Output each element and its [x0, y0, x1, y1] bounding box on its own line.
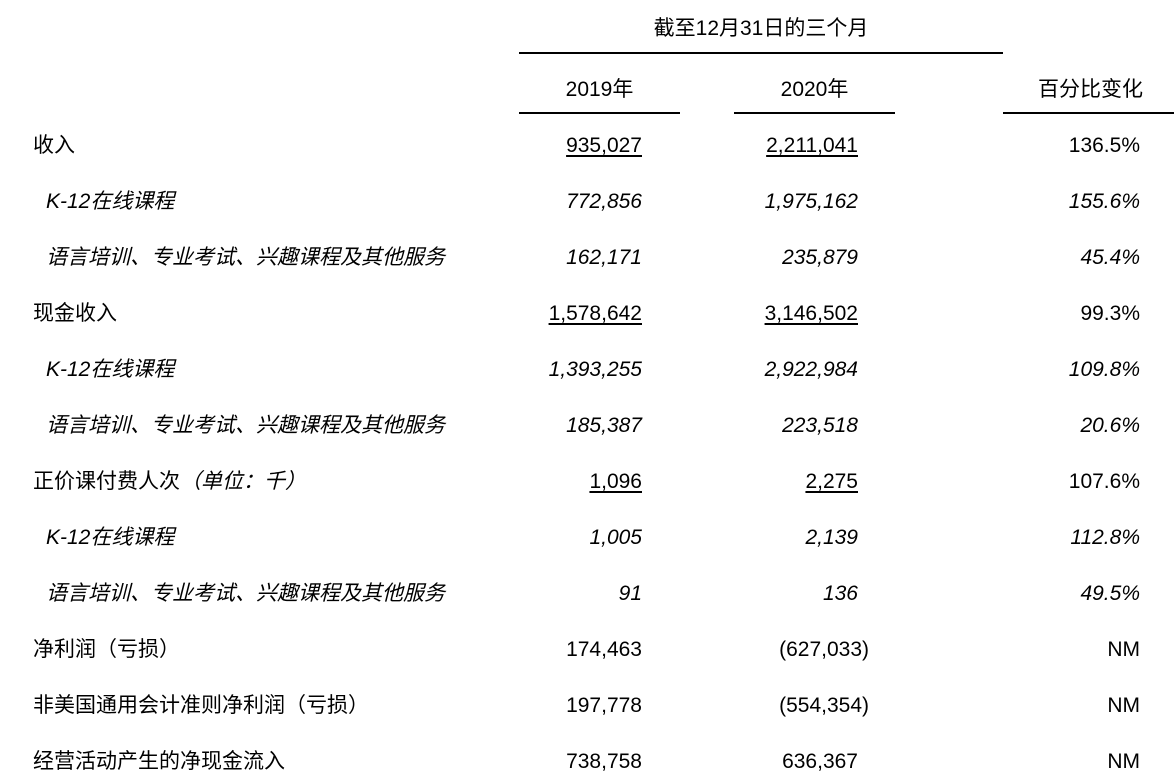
row-label: 现金收入: [33, 302, 117, 325]
value-change: 109.8%: [1068, 358, 1140, 381]
row-label: 语言培训、专业考试、兴趣课程及其他服务: [46, 582, 445, 605]
value-change: 112.8%: [1070, 526, 1140, 549]
column-header-2020: 2020年: [780, 78, 849, 101]
value-change: 136.5%: [1068, 134, 1140, 157]
row-label: K-12在线课程: [46, 190, 175, 213]
row-label: K-12在线课程: [46, 358, 175, 381]
value-2019: 197,778: [566, 694, 642, 717]
value-change: 45.4%: [1080, 246, 1140, 269]
value-2019: 91: [618, 582, 642, 605]
value-2020: 2,922,984: [764, 358, 858, 381]
value-change: 99.3%: [1080, 302, 1140, 325]
value-change: 155.6%: [1068, 190, 1140, 213]
value-change: NM: [1107, 750, 1140, 773]
value-2019: 738,758: [566, 750, 642, 773]
value-2020: 3,146,502: [764, 302, 858, 325]
table-row: 正价课付费人次（单位：千） 1,096 2,275 107.6%: [0, 467, 1174, 497]
value-2019: 1,578,642: [548, 302, 642, 325]
table-row: K-12在线课程 1,393,255 2,922,984 109.8%: [0, 355, 1174, 385]
period-divider: [519, 52, 1003, 54]
value-2020: 1,975,162: [764, 190, 858, 213]
table-row: 现金收入 1,578,642 3,146,502 99.3%: [0, 299, 1174, 329]
header-divider-2019: [519, 112, 680, 114]
value-2019: 174,463: [566, 638, 642, 661]
row-label: 非美国通用会计准则净利润（亏损）: [33, 694, 369, 717]
value-change: NM: [1107, 694, 1140, 717]
row-label: 语言培训、专业考试、兴趣课程及其他服务: [46, 414, 445, 437]
table-row: K-12在线课程 1,005 2,139 112.8%: [0, 523, 1174, 553]
table-row: 净利润（亏损） 174,463 (627,033) NM: [0, 635, 1174, 665]
value-2020: 136: [822, 582, 858, 605]
table-row: 语言培训、专业考试、兴趣课程及其他服务 162,171 235,879 45.4%: [0, 243, 1174, 273]
row-label: 净利润（亏损）: [33, 638, 180, 661]
table-row: 非美国通用会计准则净利润（亏损） 197,778 (554,354) NM: [0, 691, 1174, 721]
value-change: 49.5%: [1080, 582, 1140, 605]
table-row: 经营活动产生的净现金流入 738,758 636,367 NM: [0, 747, 1174, 777]
value-2019: 1,393,255: [548, 358, 642, 381]
value-2019: 185,387: [566, 414, 642, 437]
value-2020: 235,879: [782, 246, 858, 269]
header-divider-change: [1003, 112, 1174, 114]
value-2020: 2,139: [805, 526, 858, 549]
value-2019: 1,096: [589, 470, 642, 493]
table-row: K-12在线课程 772,856 1,975,162 155.6%: [0, 187, 1174, 217]
value-2020: 636,367: [782, 750, 858, 773]
value-2019: 162,171: [566, 246, 642, 269]
value-2020: 223,518: [782, 414, 858, 437]
table-row: 收入 935,027 2,211,041 136.5%: [0, 131, 1174, 161]
period-header: 截至12月31日的三个月: [653, 17, 869, 40]
row-label-unit-note: （单位：千）: [180, 470, 306, 493]
value-change: 107.6%: [1068, 470, 1140, 493]
value-2019: 1,005: [589, 526, 642, 549]
column-header-2019: 2019年: [565, 78, 634, 101]
row-label: 经营活动产生的净现金流入: [33, 750, 285, 773]
row-label: 收入: [33, 134, 75, 157]
row-label: 正价课付费人次: [33, 470, 180, 493]
value-2020: 2,275: [805, 470, 858, 493]
row-label: K-12在线课程: [46, 526, 175, 549]
value-2020: 2,211,041: [766, 134, 858, 157]
table-row: 语言培训、专业考试、兴趣课程及其他服务 91 136 49.5%: [0, 579, 1174, 609]
table-row: 语言培训、专业考试、兴趣课程及其他服务 185,387 223,518 20.6%: [0, 411, 1174, 441]
value-change: 20.6%: [1080, 414, 1140, 437]
value-change: NM: [1107, 638, 1140, 661]
value-2020: (554,354): [779, 694, 869, 717]
row-label-group: 正价课付费人次（单位：千）: [33, 467, 306, 497]
value-2019: 935,027: [566, 134, 642, 157]
row-label: 语言培训、专业考试、兴趣课程及其他服务: [46, 246, 445, 269]
header-divider-2020: [734, 112, 895, 114]
value-2020: (627,033): [779, 638, 869, 661]
value-2019: 772,856: [566, 190, 642, 213]
column-header-change: 百分比变化: [1038, 78, 1143, 101]
